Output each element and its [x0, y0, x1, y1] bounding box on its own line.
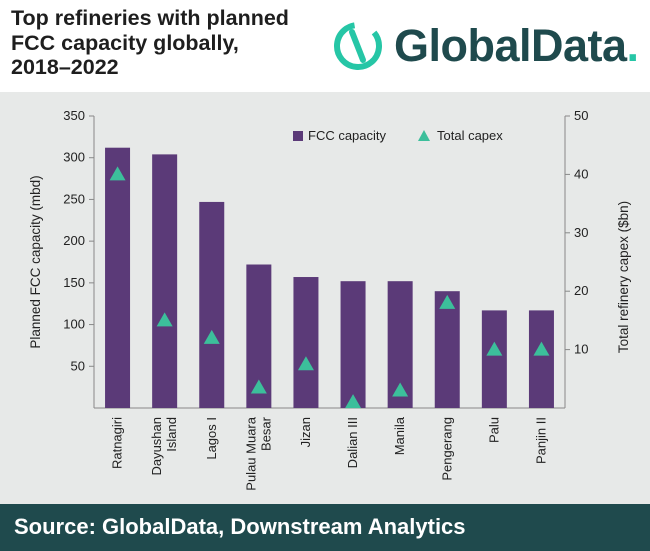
category-label: Pengerang [439, 417, 454, 481]
fcc-capacity-bar [528, 310, 554, 408]
right-tick-label: 30 [574, 225, 588, 240]
left-tick-label: 250 [63, 191, 85, 206]
category-label: Manila [392, 416, 407, 455]
right-tick-label: 40 [574, 166, 588, 181]
capex-marker [345, 394, 362, 409]
capex-marker [486, 341, 503, 356]
capex-marker [109, 166, 126, 181]
logo-text: GlobalData [394, 20, 627, 71]
capex-marker [533, 341, 550, 356]
left-tick-label: 350 [63, 108, 85, 123]
left-tick-label: 150 [63, 275, 85, 290]
left-tick-label: 300 [63, 150, 85, 165]
fcc-capacity-bar [340, 281, 366, 408]
category-label: Island [164, 417, 179, 452]
fcc-capacity-bar [481, 310, 507, 408]
legend-swatch-fcc [293, 131, 303, 141]
legend-label-fcc: FCC capacity [308, 128, 387, 143]
chart-panel: 50 100 150 200 250 300 350 10 20 30 40 50 Planned FC… [0, 92, 650, 504]
capex-markers [109, 166, 550, 409]
capex-marker [156, 312, 173, 327]
title-line-3: 2018–2022 [11, 55, 119, 79]
left-tick-label: 200 [63, 233, 85, 248]
fcc-capacity-bar [105, 147, 131, 408]
title-line-2: FCC capacity globally, [11, 30, 239, 55]
title-line-1: Top refineries with planned [11, 6, 289, 30]
right-tick-label: 10 [574, 342, 588, 357]
capex-marker [250, 379, 267, 394]
category-label: Palu [486, 417, 501, 443]
y2-axis-title: Total refinery capex ($bn) [616, 201, 631, 353]
left-tick-label: 50 [71, 358, 85, 373]
header: Top refineries with planned FCC capacity… [0, 0, 650, 92]
category-label: Lagos I [204, 417, 219, 460]
capex-marker [439, 294, 456, 309]
category-label: Dalian III [345, 417, 360, 468]
category-label: Pulau Muara [243, 416, 258, 490]
fcc-capacity-bar [199, 201, 225, 408]
source-text: Source: GlobalData, Downstream Analytics [14, 514, 466, 539]
axes: 50 100 150 200 250 300 350 10 20 30 40 50 Planned FC… [28, 108, 631, 491]
capex-marker [392, 382, 409, 397]
logo-wordmark: GlobalData. [394, 20, 639, 72]
legend: FCC capacity Total capex [293, 128, 503, 143]
chart-title: Top refineries with planned FCC capacity… [11, 6, 331, 80]
legend-label-capex: Total capex [437, 128, 503, 143]
right-tick-label: 50 [574, 108, 588, 123]
category-label: Jizan [298, 417, 313, 447]
category-label: Dayushan [149, 417, 164, 476]
category-label: Besar [258, 416, 273, 451]
capex-marker [203, 329, 220, 344]
bars [105, 147, 554, 408]
left-tick-label: 100 [63, 317, 85, 332]
right-tick-label: 20 [574, 283, 588, 298]
chart: 50 100 150 200 250 300 350 10 20 30 40 50 Planned FC… [28, 108, 631, 491]
globaldata-logo: GlobalData. [330, 14, 645, 74]
category-label: Panjin II [533, 417, 548, 464]
logo-dot: . [626, 20, 640, 71]
category-label: Ratnagiri [110, 417, 125, 469]
fcc-capacity-bar [152, 154, 178, 408]
fcc-capacity-bar [434, 291, 460, 408]
legend-marker-capex [418, 130, 430, 141]
footer: Source: GlobalData, Downstream Analytics [0, 504, 650, 551]
fcc-capacity-bar [293, 277, 319, 408]
capex-marker [297, 356, 314, 371]
y-axis-title: Planned FCC capacity (mbd) [28, 175, 43, 348]
globaldata-logo-icon [334, 22, 382, 70]
